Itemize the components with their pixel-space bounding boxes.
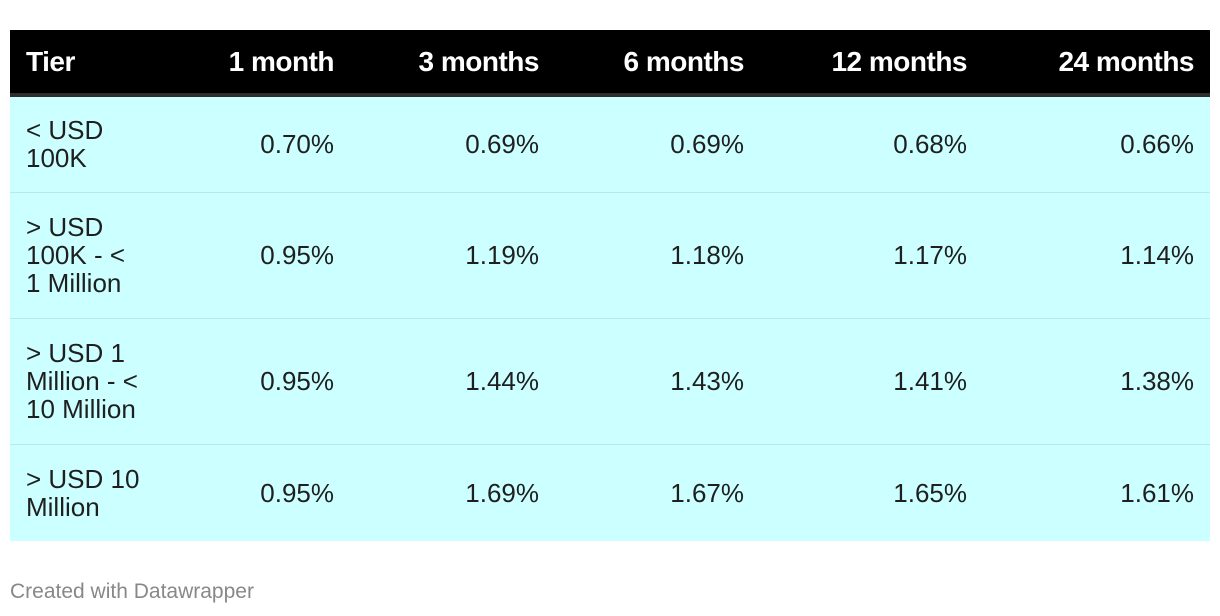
rate-cell: 0.95% (160, 192, 350, 319)
rate-cell: 1.38% (983, 318, 1210, 445)
tier-cell: > USD 10 Million (26, 463, 140, 522)
rate-cell: 1.17% (760, 192, 983, 319)
tier-cell: > USD 1 Million - < 10 Million (10, 318, 160, 445)
rate-cell: 1.61% (1120, 477, 1194, 508)
rate-cell: 1.14% (983, 192, 1210, 319)
rate-cell: 1.44% (350, 318, 555, 445)
tier-cell: < USD 100K (10, 95, 160, 193)
rate-cell: 0.95% (160, 318, 350, 445)
rate-cell: 0.69% (350, 95, 555, 193)
table-row: > USD 10 Million 0.95% 1.69% 1.67% 1.65%… (10, 444, 1210, 541)
column-header-6-months: 6 months (555, 30, 760, 97)
table-container: Tier 1 month 3 months 6 months 12 months… (10, 30, 1210, 541)
table-row: > USD 1 Million - < 10 Million 0.95% 1.4… (10, 318, 1210, 445)
rate-cell: 1.43% (555, 318, 760, 445)
rate-cell: 0.69% (555, 95, 760, 193)
table-row: < USD 100K 0.70% 0.69% 0.69% 0.68% 0.66% (10, 95, 1210, 193)
rate-cell: 1.18% (555, 192, 760, 319)
header-row: Tier 1 month 3 months 6 months 12 months… (10, 30, 1210, 97)
column-header-1-month: 1 month (160, 30, 350, 97)
column-header-tier: Tier (10, 30, 160, 97)
rate-cell: 0.70% (160, 95, 350, 193)
rate-cell: 1.67% (670, 477, 744, 508)
tier-cell: > USD 100K - < 1 Million (10, 192, 160, 319)
rate-cell: 0.68% (760, 95, 983, 193)
rate-cell: 0.95% (260, 477, 334, 508)
table-row: > USD 100K - < 1 Million 0.95% 1.19% 1.1… (10, 192, 1210, 319)
rate-cell: 1.65% (893, 477, 967, 508)
rate-cell: 0.66% (983, 95, 1210, 193)
column-header-12-months: 12 months (760, 30, 983, 97)
rate-cell: 1.41% (760, 318, 983, 445)
rate-cell: 1.69% (465, 477, 539, 508)
column-header-3-months: 3 months (350, 30, 555, 97)
datawrapper-credit: Created with Datawrapper (10, 580, 254, 603)
column-header-24-months: 24 months (983, 30, 1210, 97)
rates-table: Tier 1 month 3 months 6 months 12 months… (10, 30, 1210, 541)
rate-cell: 1.19% (350, 192, 555, 319)
